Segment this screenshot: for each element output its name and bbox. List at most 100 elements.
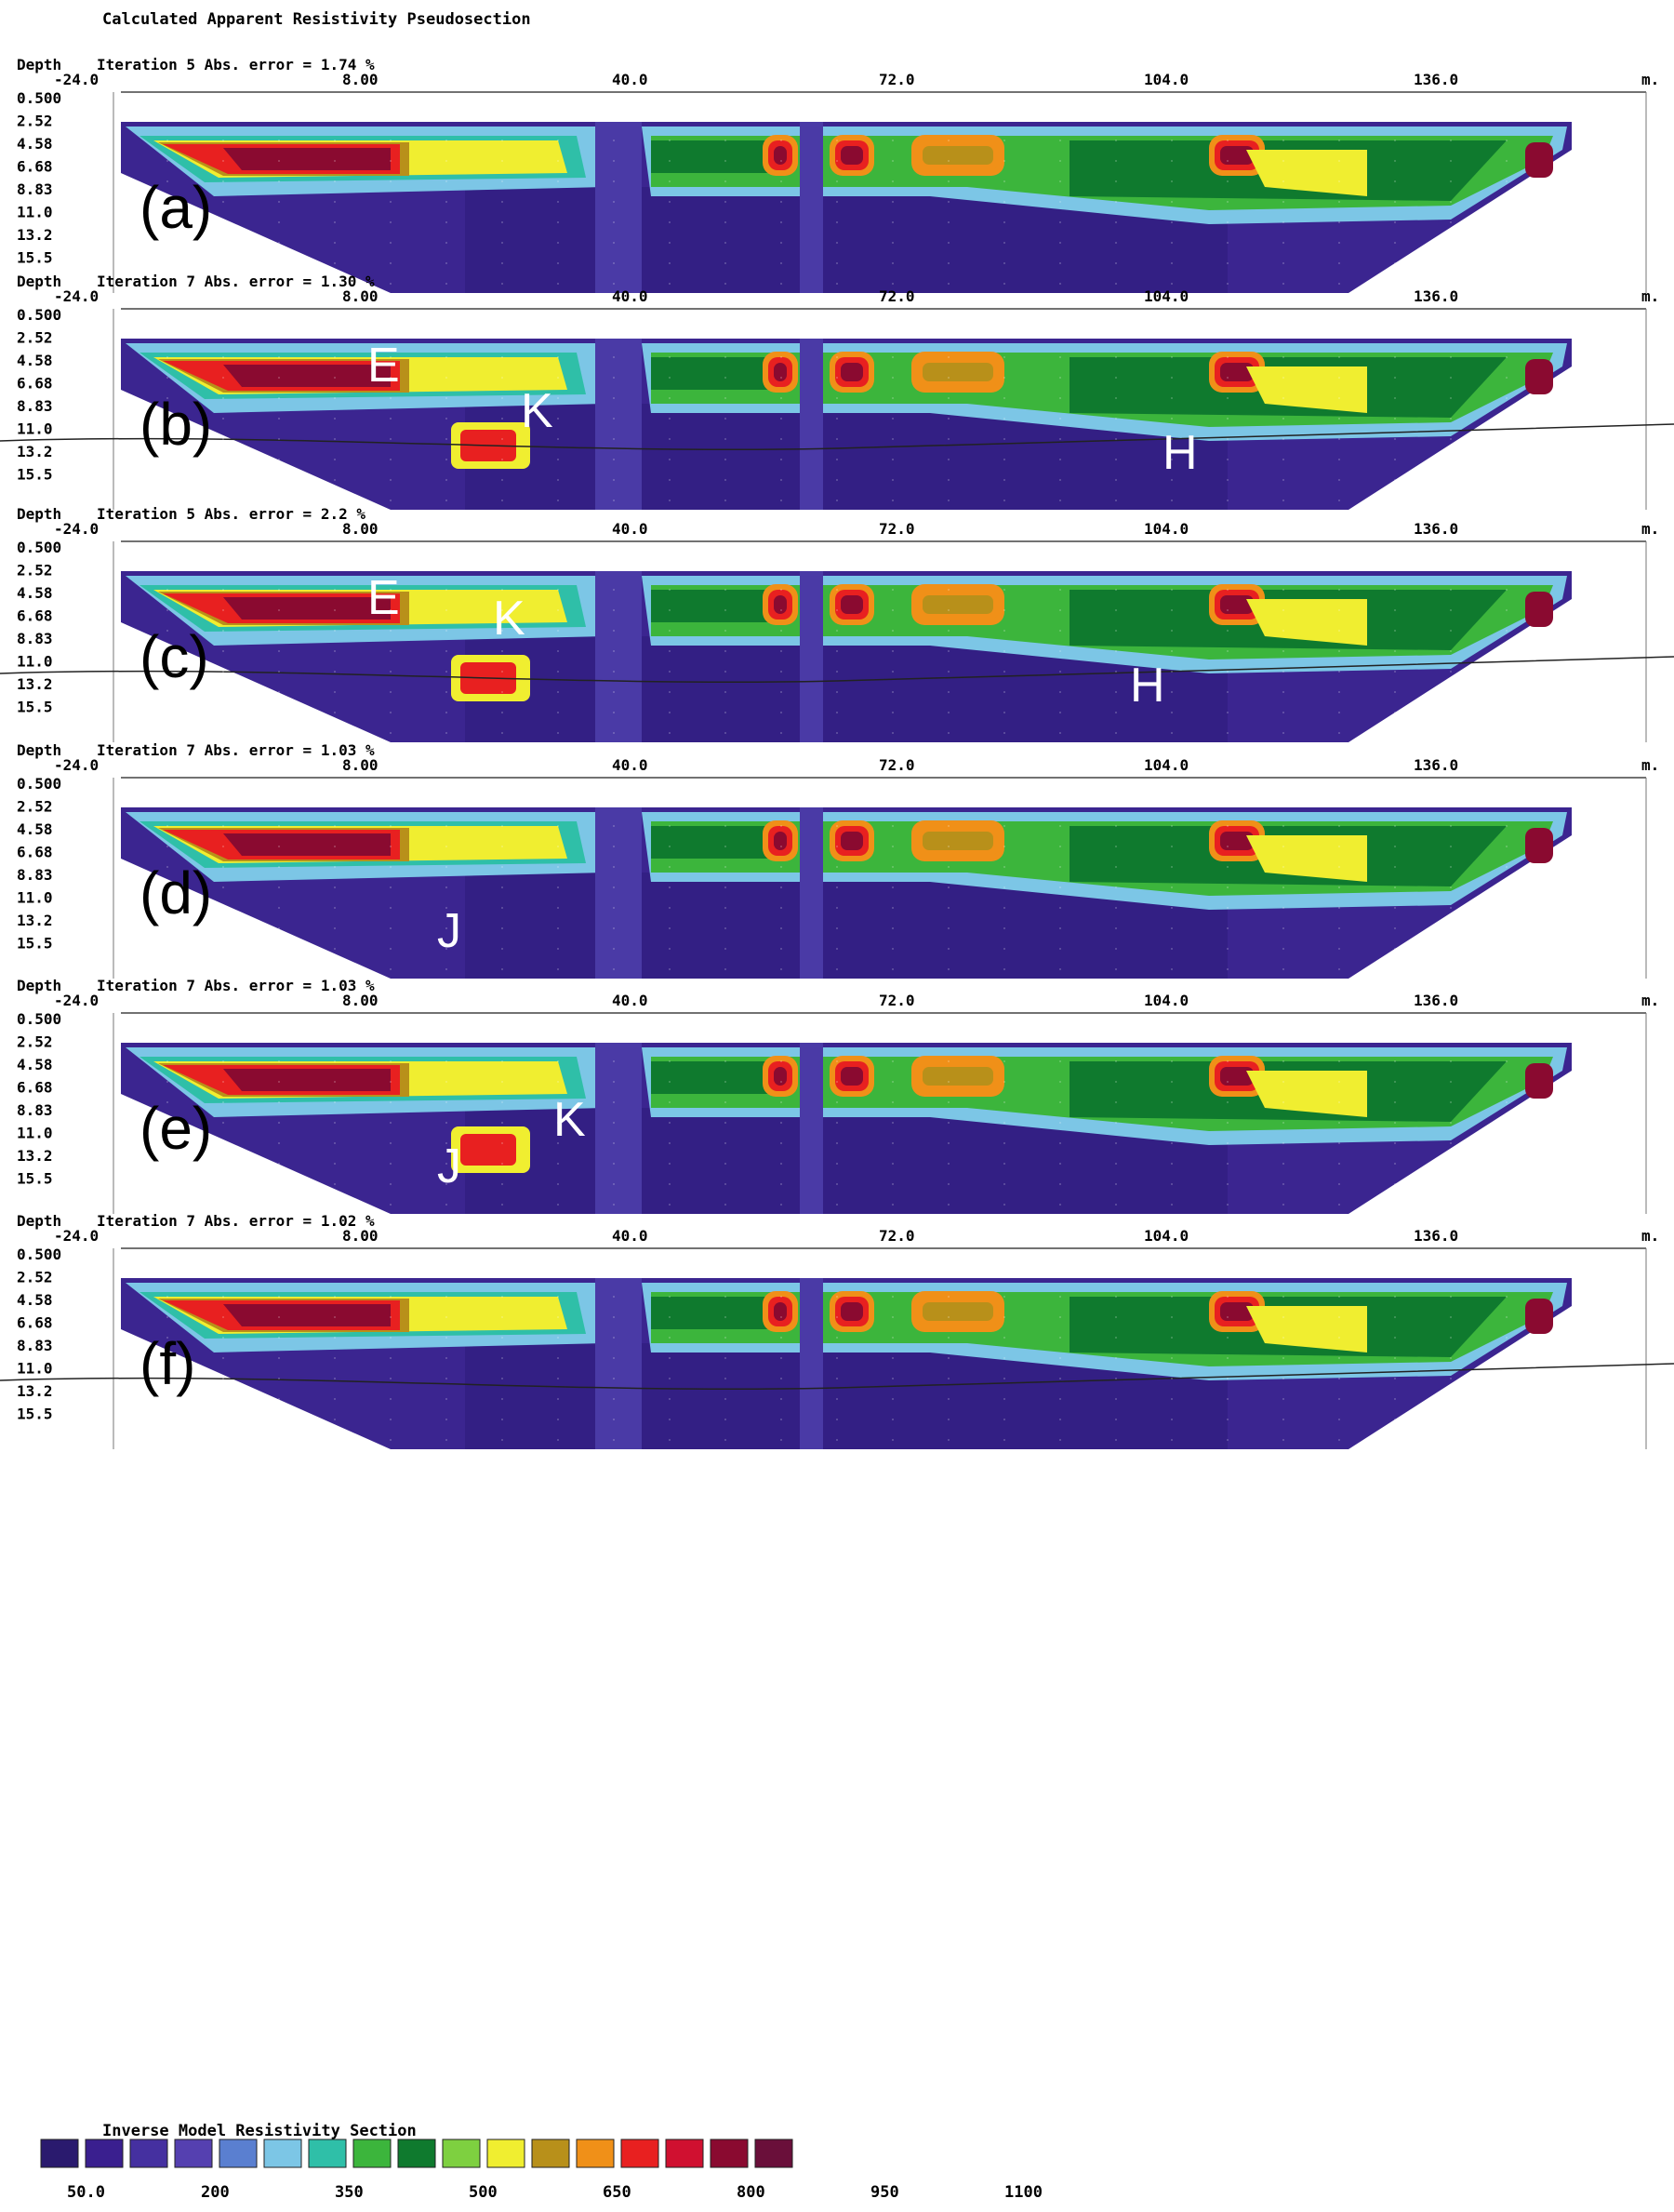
model-cell-dot	[669, 1060, 671, 1062]
model-cell-dot	[1003, 242, 1005, 244]
model-cell-dot	[1338, 1398, 1340, 1400]
panel-a: Depth Iteration 5 Abs. error = 1.74 %-24.…	[17, 56, 1659, 293]
model-cell-dot	[1171, 732, 1173, 734]
model-cell-dot	[1450, 1378, 1452, 1379]
depth-tick-label: 15.5	[17, 935, 53, 953]
right-edge-anomaly	[1525, 359, 1553, 394]
model-cell-dot	[445, 671, 447, 673]
model-cell-dot	[1450, 927, 1452, 929]
model-cell-dot	[1059, 907, 1061, 909]
model-cell-dot	[1115, 1439, 1117, 1441]
model-cell-dot	[948, 1163, 950, 1165]
model-cell-dot	[1282, 459, 1284, 460]
model-cell-dot	[390, 1439, 392, 1441]
legend-swatches	[40, 2139, 793, 2168]
model-cell-dot	[1506, 1378, 1508, 1379]
model-cell-dot	[557, 846, 559, 847]
model-cell-dot	[892, 927, 894, 929]
model-cell-dot	[278, 1163, 280, 1165]
model-cell-dot	[334, 948, 336, 950]
model-cell-dot	[334, 356, 336, 358]
model-cell-dot	[1059, 1398, 1061, 1400]
model-cell-dot	[1171, 500, 1173, 501]
model-cell-dot	[1506, 609, 1508, 611]
dark-green-block	[651, 357, 772, 390]
legend-swatch	[442, 2139, 481, 2168]
model-cell-dot	[1506, 1163, 1508, 1165]
model-cell-dot	[780, 691, 782, 693]
model-cell-dot	[445, 1081, 447, 1083]
model-cell-dot	[892, 201, 894, 203]
model-cell-dot	[1394, 732, 1396, 734]
model-cell-dot	[1506, 160, 1508, 162]
model-cell-dot	[892, 479, 894, 481]
model-cell-dot	[1115, 160, 1117, 162]
model-cell-dot	[501, 948, 503, 950]
legend-swatch	[397, 2139, 436, 2168]
model-cell-dot	[1227, 377, 1229, 379]
model-cell-dot	[278, 418, 280, 420]
model-cell-dot	[222, 1419, 224, 1420]
model-cell-dot	[278, 1142, 280, 1144]
model-cell-dot	[1171, 630, 1173, 632]
model-cell-dot	[1227, 160, 1229, 162]
panel-c: Depth Iteration 5 Abs. error = 2.2 %-24.0…	[0, 505, 1674, 742]
depth-tick-label: 0.500	[17, 89, 61, 107]
depth-tick-label: 2.52	[17, 1033, 53, 1051]
model-cell-dot	[1227, 825, 1229, 827]
model-cell-dot	[613, 180, 615, 182]
model-cell-dot	[334, 1101, 336, 1103]
legend-title: Inverse Model Resistivity Section	[102, 2122, 417, 2140]
model-cell-dot	[780, 630, 782, 632]
resistivity-section	[0, 339, 1674, 510]
model-cell-dot	[669, 356, 671, 358]
model-cell-dot	[557, 948, 559, 950]
right-edge-anomaly	[1525, 1299, 1553, 1334]
model-cell-dot	[1059, 1378, 1061, 1379]
model-cell-dot	[501, 1398, 503, 1400]
model-cell-dot	[1227, 609, 1229, 611]
model-cell-dot	[669, 180, 671, 182]
model-cell-dot	[836, 479, 838, 481]
model-cell-dot	[501, 283, 503, 285]
model-cell-dot	[1506, 459, 1508, 460]
model-cell-dot	[501, 630, 503, 632]
model-cell-dot	[613, 459, 615, 460]
model-cell-dot	[1171, 201, 1173, 203]
model-cell-dot	[669, 712, 671, 713]
model-cell-dot	[278, 1183, 280, 1185]
resistivity-section	[121, 1043, 1572, 1214]
model-cell-dot	[1003, 397, 1005, 399]
model-cell-dot	[1227, 1204, 1229, 1206]
model-cell-dot	[1394, 377, 1396, 379]
model-cell-dot	[390, 500, 392, 501]
model-cell-dot	[1450, 459, 1452, 460]
model-cell-dot	[222, 1316, 224, 1318]
model-cell-dot	[1115, 712, 1117, 713]
model-cell-dot	[669, 968, 671, 970]
model-cell-dot	[1282, 825, 1284, 827]
model-cell-dot	[1115, 1296, 1117, 1298]
model-cell-dot	[1003, 948, 1005, 950]
model-cell-dot	[836, 1060, 838, 1062]
model-cell-dot	[1115, 1081, 1117, 1083]
model-cell-dot	[892, 650, 894, 652]
model-cell-dot	[948, 397, 950, 399]
model-cell-dot	[948, 1316, 950, 1318]
model-cell-dot	[334, 1204, 336, 1206]
model-cell-dot	[1003, 1439, 1005, 1441]
model-cell-dot	[1115, 927, 1117, 929]
model-cell-dot	[724, 1060, 726, 1062]
model-cell-dot	[1282, 1316, 1284, 1318]
model-cell-dot	[278, 242, 280, 244]
legend-label: 1100	[1004, 2183, 1043, 2202]
legend-label: 200	[201, 2183, 230, 2202]
model-cell-dot	[334, 377, 336, 379]
small-anomaly-core	[841, 1067, 863, 1086]
model-cell-dot	[278, 846, 280, 847]
legend: Inverse Model Resistivity Section 50.0 20…	[40, 2122, 1043, 2202]
model-cell-dot	[557, 1439, 559, 1441]
model-cell-dot	[166, 418, 168, 420]
model-cell-dot	[1003, 1316, 1005, 1318]
yellow-anomaly-right	[1246, 1306, 1367, 1353]
